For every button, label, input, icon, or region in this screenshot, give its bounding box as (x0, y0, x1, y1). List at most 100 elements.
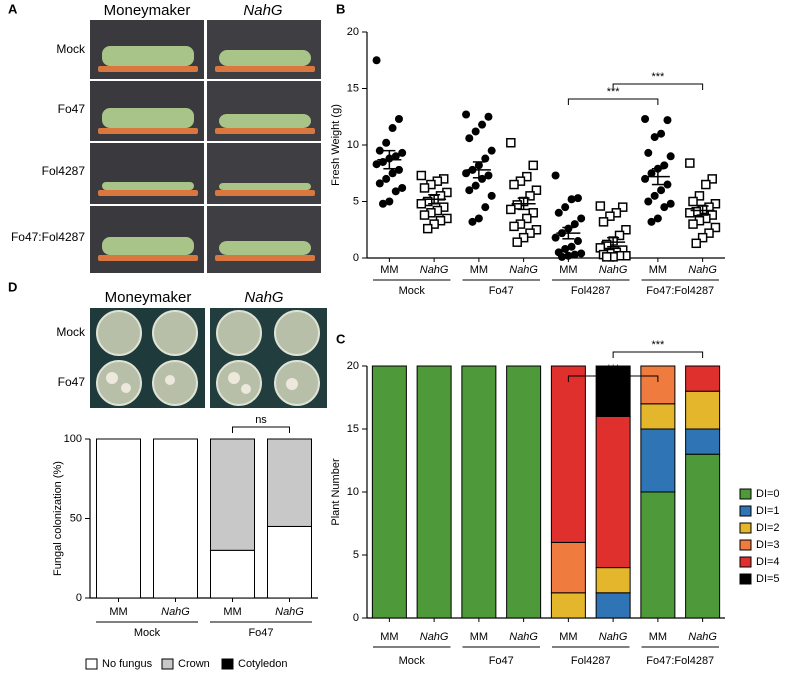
bar-segment (267, 438, 312, 527)
x-tick-label: MM (223, 606, 241, 618)
significance-label: *** (651, 71, 665, 83)
point (561, 244, 570, 253)
bar-segment (640, 491, 676, 619)
point (688, 196, 698, 207)
point (614, 230, 625, 241)
x-tick-label: MM (559, 631, 577, 643)
point (471, 127, 480, 136)
y-tick-label: 50 (70, 512, 82, 524)
point (688, 219, 698, 229)
point (506, 204, 516, 215)
bar-segment (210, 438, 255, 551)
point (701, 179, 711, 190)
point (481, 154, 490, 163)
y-tick-label: 5 (353, 549, 359, 561)
x-tick-label: NahG (161, 606, 190, 618)
point (660, 161, 669, 170)
bar-segment (640, 403, 676, 430)
point (388, 124, 397, 133)
point (478, 174, 487, 183)
y-tick-label: 20 (347, 360, 359, 372)
row-label: Fo47 (58, 375, 86, 389)
point (666, 199, 675, 208)
bar-segment (550, 365, 586, 543)
x-tick-label: NahG (275, 606, 304, 618)
y-tick-label: 15 (347, 82, 359, 94)
point (474, 214, 483, 223)
point (372, 56, 381, 65)
y-tick-label: 0 (353, 612, 359, 624)
error-bar (428, 193, 441, 205)
point (416, 199, 427, 209)
point (391, 152, 400, 161)
legend-label: No fungus (102, 658, 153, 670)
error-bar (696, 205, 709, 216)
bar-segment (461, 365, 497, 619)
point (375, 146, 384, 155)
point (653, 214, 662, 223)
error-bar (651, 167, 664, 186)
point (551, 171, 560, 180)
point (595, 201, 606, 211)
bar-segment (550, 592, 586, 619)
point (564, 251, 573, 260)
bar-segment (685, 428, 721, 455)
point (573, 194, 582, 203)
point (573, 237, 582, 246)
significance-label: ns (255, 414, 267, 426)
point (468, 217, 477, 226)
bar-segment (640, 428, 676, 493)
point (551, 233, 560, 242)
y-axis-label: Fungal colonization (%) (52, 461, 64, 576)
significance-label: *** (651, 339, 665, 351)
point (525, 191, 535, 201)
significance-bracket (232, 426, 290, 433)
legend-swatch (739, 488, 752, 500)
group-label: Mock (399, 285, 426, 297)
point (512, 237, 522, 247)
significance-label: *** (607, 363, 621, 375)
bar-segment (550, 541, 586, 594)
point (378, 199, 387, 208)
point (567, 195, 576, 204)
panel-label: B (336, 1, 345, 16)
point (707, 174, 717, 184)
point (644, 197, 653, 206)
point (694, 191, 705, 201)
x-tick-label: MM (649, 631, 667, 643)
column-header: Moneymaker (104, 2, 191, 19)
point (487, 146, 496, 155)
point (382, 174, 391, 183)
point (685, 208, 695, 218)
point (621, 225, 631, 235)
point (666, 152, 675, 161)
point (484, 171, 493, 180)
point (598, 217, 609, 227)
y-axis-label: Plant Number (330, 458, 342, 526)
bar-segment (506, 365, 542, 619)
legend-swatch (739, 505, 752, 517)
x-tick-label: NahG (420, 631, 449, 643)
x-tick-label: NahG (420, 264, 449, 276)
error-bar (562, 226, 575, 240)
error-bar (607, 236, 620, 248)
point (657, 129, 666, 138)
significance-label: *** (607, 86, 621, 98)
group-label: Fo47 (489, 655, 514, 667)
significance-bracket (612, 83, 704, 90)
x-tick-label: NahG (688, 264, 717, 276)
point (531, 185, 542, 195)
x-tick-label: NahG (599, 264, 628, 276)
legend-label: DI=0 (756, 488, 780, 500)
group-label: Fo47:Fol4287 (646, 285, 714, 297)
point (641, 115, 650, 124)
point (650, 133, 659, 142)
x-tick-label: MM (109, 606, 127, 618)
row-label: Fol4287 (42, 164, 86, 178)
y-tick-label: 10 (347, 139, 359, 151)
point (478, 120, 487, 129)
legend-label: Cotyledon (238, 658, 288, 670)
legend-swatch (85, 658, 98, 670)
bar-segment (371, 365, 407, 619)
